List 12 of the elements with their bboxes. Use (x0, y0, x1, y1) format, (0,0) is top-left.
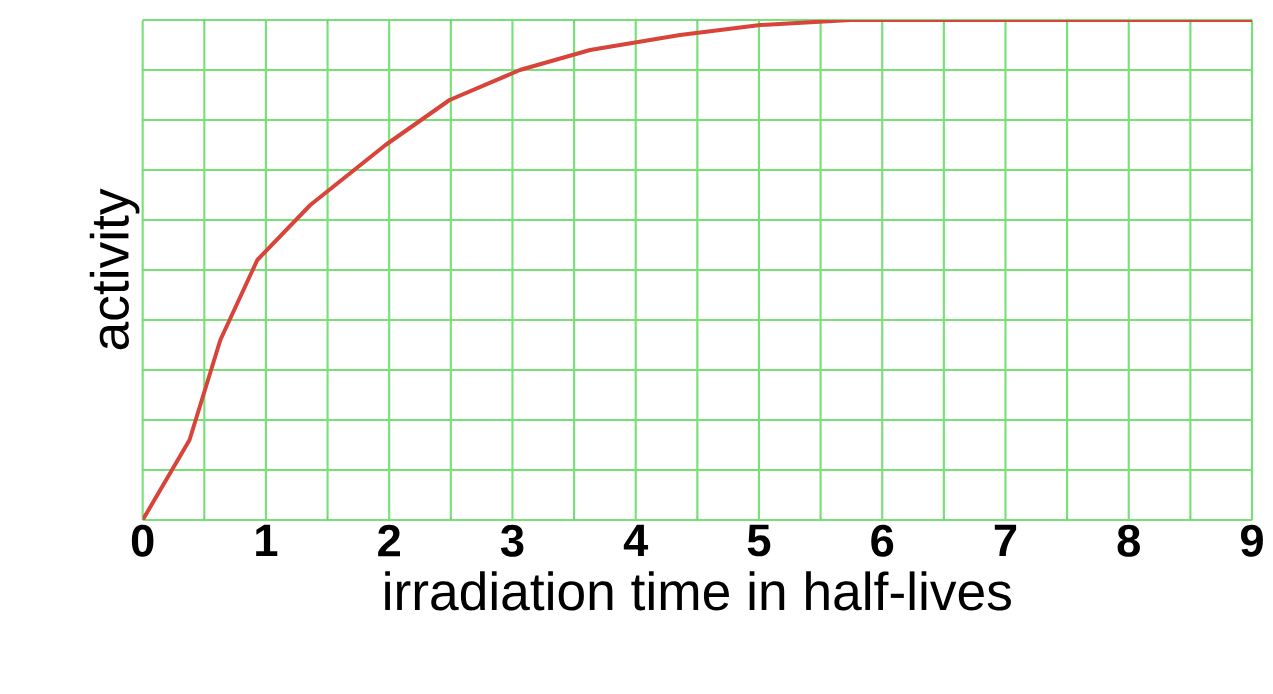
x-tick-label: 9 (1240, 524, 1263, 557)
y-axis-title: activity (89, 188, 140, 350)
x-tick-label: 4 (623, 524, 649, 556)
x-tick-label: 8 (1117, 524, 1140, 557)
x-tick-label: 2 (378, 524, 400, 557)
x-tick-label: 3 (500, 524, 524, 557)
x-tick-label: 1 (256, 524, 278, 556)
x-tick-label: 6 (871, 524, 894, 557)
x-tick-label: 5 (747, 524, 771, 557)
x-tick-label: 0 (131, 524, 154, 557)
x-tick-label: 7 (994, 524, 1017, 556)
x-axis-title: irradiation time in half-lives (385, 571, 1011, 611)
